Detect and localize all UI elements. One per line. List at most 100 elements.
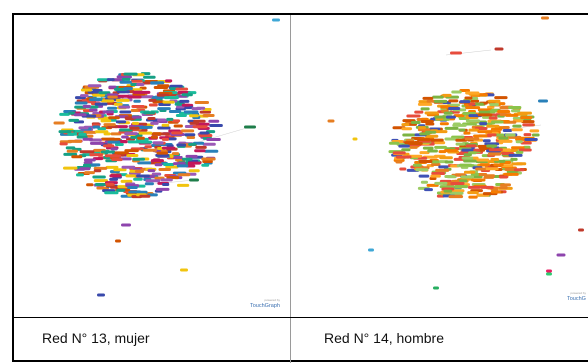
network-node bbox=[79, 167, 91, 171]
network-node bbox=[100, 119, 112, 123]
network-node bbox=[116, 188, 126, 192]
network-node bbox=[420, 119, 434, 123]
network-node bbox=[444, 175, 455, 179]
network-node bbox=[67, 139, 82, 143]
network-node bbox=[440, 105, 450, 109]
network-node bbox=[463, 131, 471, 135]
network-node bbox=[499, 106, 511, 110]
network-node bbox=[107, 140, 121, 144]
network-node bbox=[125, 117, 135, 121]
network-node bbox=[511, 146, 525, 150]
network-node bbox=[511, 128, 523, 132]
network-node bbox=[110, 132, 122, 136]
network-node bbox=[118, 105, 131, 109]
network-node bbox=[497, 110, 511, 114]
network-node bbox=[82, 137, 93, 141]
network-node bbox=[483, 175, 495, 179]
network-node bbox=[392, 151, 406, 155]
network-node bbox=[58, 130, 72, 134]
network-node bbox=[145, 179, 161, 183]
outlier-node bbox=[352, 137, 358, 141]
network-node bbox=[100, 150, 116, 154]
network-node bbox=[401, 123, 410, 127]
network-node bbox=[89, 153, 104, 157]
network-node bbox=[474, 102, 484, 106]
network-node bbox=[484, 167, 499, 171]
network-node bbox=[109, 177, 118, 181]
network-node bbox=[176, 143, 187, 147]
network-node bbox=[451, 90, 462, 94]
network-node bbox=[409, 145, 418, 149]
network-node bbox=[102, 110, 114, 114]
network-node bbox=[451, 189, 465, 193]
network-node bbox=[173, 124, 183, 128]
caption-right: Red N° 14, hombre bbox=[324, 330, 444, 346]
network-node bbox=[114, 143, 124, 147]
network-node bbox=[117, 90, 130, 94]
network-node bbox=[450, 181, 465, 185]
network-node bbox=[461, 148, 474, 152]
outlier-node bbox=[494, 47, 504, 51]
network-node bbox=[136, 82, 145, 86]
network-node bbox=[429, 138, 444, 142]
network-node bbox=[520, 116, 533, 120]
network-node bbox=[448, 106, 461, 110]
network-node bbox=[489, 103, 499, 107]
network-node bbox=[486, 124, 500, 128]
network-node bbox=[108, 116, 120, 120]
network-node bbox=[86, 183, 94, 187]
network-node bbox=[402, 133, 416, 137]
network-node bbox=[162, 100, 175, 104]
network-node bbox=[455, 142, 465, 146]
network-node bbox=[189, 121, 200, 125]
network-node bbox=[158, 167, 171, 171]
network-node bbox=[183, 110, 199, 114]
network-node bbox=[455, 138, 468, 142]
network-node bbox=[156, 151, 168, 155]
network-node bbox=[515, 140, 523, 144]
network-node bbox=[92, 125, 101, 129]
outlier-node bbox=[272, 18, 280, 22]
network-node bbox=[127, 140, 142, 144]
network-node bbox=[173, 156, 183, 160]
network-node bbox=[423, 188, 433, 192]
network-node bbox=[163, 162, 175, 166]
outlier-node bbox=[541, 16, 549, 20]
network-node bbox=[62, 166, 78, 170]
network-node bbox=[75, 173, 84, 177]
network-node bbox=[103, 144, 115, 148]
network-node bbox=[498, 186, 508, 190]
network-node bbox=[155, 187, 170, 191]
network-node bbox=[439, 185, 455, 189]
network-node bbox=[177, 173, 191, 177]
network-node bbox=[508, 153, 523, 157]
network-node bbox=[124, 149, 139, 153]
network-node bbox=[139, 194, 151, 198]
network-node bbox=[187, 161, 201, 165]
network-node bbox=[464, 96, 473, 100]
network-node bbox=[142, 81, 151, 85]
network-node bbox=[206, 137, 221, 141]
network-node bbox=[152, 95, 164, 99]
network-node bbox=[90, 163, 101, 167]
network-node bbox=[131, 121, 140, 125]
network-node bbox=[424, 111, 439, 115]
network-node bbox=[131, 105, 145, 109]
network-node bbox=[160, 178, 173, 182]
network-node bbox=[479, 122, 488, 126]
network-node bbox=[121, 77, 131, 81]
network-node bbox=[166, 176, 180, 180]
network-node bbox=[163, 96, 179, 100]
network-node bbox=[127, 95, 142, 99]
network-node bbox=[478, 93, 487, 97]
network-node bbox=[121, 165, 136, 169]
network-node bbox=[454, 173, 466, 177]
network-node bbox=[115, 98, 130, 102]
network-node bbox=[133, 99, 141, 103]
network-node bbox=[477, 113, 493, 117]
network-node bbox=[431, 171, 446, 175]
network-node bbox=[93, 169, 102, 173]
network-node bbox=[479, 185, 494, 189]
network-node bbox=[119, 128, 133, 132]
outlier-node bbox=[406, 155, 412, 159]
